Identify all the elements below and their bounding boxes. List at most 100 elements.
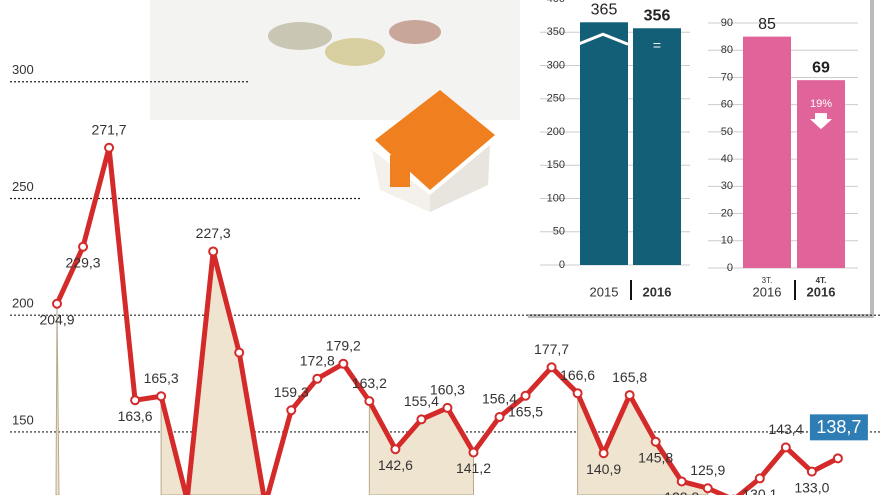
value-label: 204,9 xyxy=(39,311,74,327)
y-tick-label: 10 xyxy=(721,235,733,247)
value-label: 159,3 xyxy=(274,384,309,400)
y-tick-label: 400 xyxy=(547,0,565,5)
value-label-box xyxy=(809,414,868,441)
y-tick-label: 30 xyxy=(721,180,733,192)
value-label: 85 xyxy=(758,16,776,33)
y-tick-label: 200 xyxy=(547,126,565,138)
value-label: 142,6 xyxy=(378,457,413,473)
data-point xyxy=(494,412,505,423)
value-label: 177,7 xyxy=(534,341,569,357)
house-illustration xyxy=(150,0,520,212)
data-point xyxy=(338,358,349,369)
y-tick-label: 150 xyxy=(547,159,565,171)
value-label: 165,5 xyxy=(508,403,543,419)
value-label: 130,1 xyxy=(742,486,777,495)
data-point xyxy=(806,466,817,477)
data-point xyxy=(104,142,115,153)
value-label: 69 xyxy=(812,59,830,76)
y-tick-label: 200 xyxy=(12,296,34,311)
bar xyxy=(797,80,845,269)
value-label: 163,6 xyxy=(118,408,153,424)
bar xyxy=(633,28,681,266)
value-label: 160,3 xyxy=(430,382,465,398)
data-point xyxy=(130,395,141,406)
y-tick-label: 50 xyxy=(721,126,733,138)
x-tick-label: 2016 xyxy=(753,284,782,299)
data-point xyxy=(234,347,245,358)
y-tick-label: 300 xyxy=(12,62,34,77)
y-tick-label: 350 xyxy=(547,26,565,38)
period-label: 3T. xyxy=(762,276,773,285)
data-point xyxy=(52,298,62,309)
value-label: 166,6 xyxy=(560,367,595,383)
data-point xyxy=(702,483,713,494)
value-label: 125,9 xyxy=(690,462,725,478)
data-point xyxy=(650,436,661,447)
value-label: 356 xyxy=(644,7,671,24)
value-label: 145,8 xyxy=(638,449,673,465)
data-point xyxy=(442,402,453,413)
data-point xyxy=(676,476,687,487)
y-tick-label: 0 xyxy=(559,259,565,271)
value-label: 128,8 xyxy=(664,489,699,495)
value-label: 156,4 xyxy=(482,391,517,407)
y-tick-label: 60 xyxy=(721,99,733,111)
annotation: = xyxy=(653,37,661,53)
y-tick-label: 100 xyxy=(547,192,565,204)
data-point xyxy=(78,241,89,252)
y-tick-label: 300 xyxy=(547,59,565,71)
bar xyxy=(743,36,791,268)
y-tick-label: 80 xyxy=(721,44,733,56)
data-point xyxy=(312,373,323,384)
data-point xyxy=(208,246,219,257)
x-tick-label: 2016 xyxy=(643,284,672,299)
y-tick-label: 70 xyxy=(721,71,733,83)
data-point xyxy=(754,473,765,484)
data-point xyxy=(780,442,791,453)
y-tick-label: 150 xyxy=(12,412,34,427)
break-mark xyxy=(577,32,629,46)
data-point xyxy=(286,405,297,416)
y-tick-label: 0 xyxy=(727,262,733,274)
y-tick-label: 20 xyxy=(721,207,733,219)
value-label: 229,3 xyxy=(66,255,101,271)
x-tick-label: 2016 xyxy=(807,284,836,299)
value-label: 172,8 xyxy=(300,352,335,368)
y-tick-label: 50 xyxy=(553,226,565,238)
bar xyxy=(580,22,628,266)
data-point xyxy=(156,391,167,402)
period-label: 4T. xyxy=(816,276,827,285)
shaded-band xyxy=(55,303,60,495)
data-point xyxy=(624,390,635,401)
down-arrow xyxy=(810,113,832,130)
value-label: 163,2 xyxy=(352,375,387,391)
data-point xyxy=(520,390,531,401)
value-label: 143,4 xyxy=(768,421,803,437)
y-tick-label: 250 xyxy=(547,93,565,105)
annotation: 19% xyxy=(810,98,832,110)
data-point xyxy=(832,453,843,464)
y-tick-label: 40 xyxy=(721,153,733,165)
value-label: 133,0 xyxy=(794,479,829,495)
value-label: 140,9 xyxy=(586,461,621,477)
data-point xyxy=(572,388,583,399)
value-label: 227,3 xyxy=(196,225,231,241)
data-point xyxy=(598,448,609,459)
value-label: 165,8 xyxy=(612,369,647,385)
value-label: 165,3 xyxy=(144,370,179,386)
x-tick-label: 2015 xyxy=(590,284,619,299)
data-point xyxy=(468,447,479,458)
data-point xyxy=(416,414,427,425)
value-label: 179,2 xyxy=(326,337,361,353)
value-label: 141,2 xyxy=(456,460,491,476)
value-label: 365 xyxy=(591,1,618,18)
y-tick-label: 90 xyxy=(721,17,733,29)
y-tick-label: 250 xyxy=(12,179,34,194)
value-label: 155,4 xyxy=(404,393,439,409)
value-label: 138,7 xyxy=(816,417,861,437)
value-label: 271,7 xyxy=(92,122,127,138)
data-point xyxy=(364,396,375,407)
data-point xyxy=(390,444,401,455)
